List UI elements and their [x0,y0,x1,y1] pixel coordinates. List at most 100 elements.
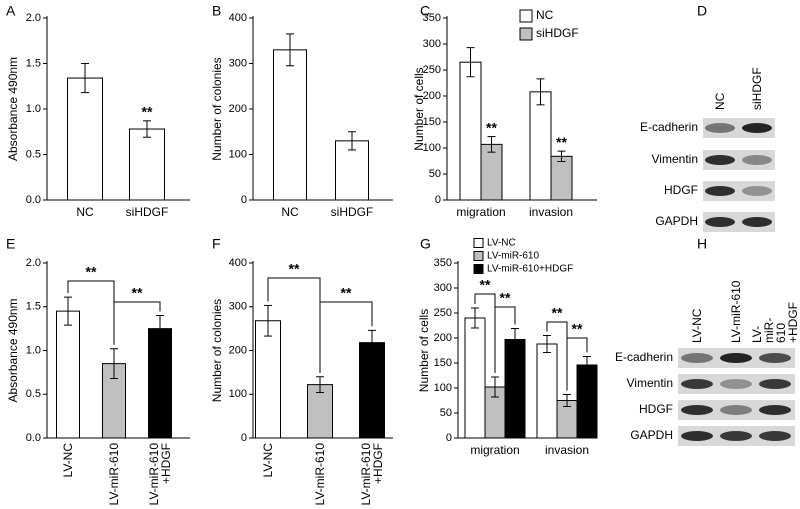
blot-strip [703,181,775,201]
blot-band [759,379,791,389]
bracket [494,306,516,373]
bar [273,49,307,201]
blot-band [742,186,772,196]
y-tick-label: 350 [434,257,452,269]
lane-label: LV-miR-610 +HDGF [750,301,800,343]
y-tick-label: 300 [434,282,452,294]
significance: ** [86,264,97,280]
blot-band [720,379,752,389]
significance: ** [142,104,153,120]
y-tick-label: 250 [423,64,441,76]
blot-band [720,431,752,441]
y-axis-title: Absorbance 490nm [6,298,20,402]
panel-label: F [212,236,221,252]
y-tick-label: 400 [229,12,247,24]
y-tick-label: 300 [229,57,247,69]
x-tick-label: invasion [528,205,574,219]
protein-label: E-cadherin [615,350,673,364]
x-tick-label: siHDGF [330,205,374,219]
y-tick-label: 200 [434,332,452,344]
blot-band [720,353,752,363]
y-tick-label: 300 [229,301,247,313]
legend-swatch [519,9,533,23]
panel-label: D [697,3,707,19]
y-tick-label: 50 [429,168,441,180]
y-tick-label: 0.0 [26,194,41,206]
y-tick-label: 150 [423,116,441,128]
legend-label: siHDGF [536,26,579,40]
y-tick-label: 100 [229,148,247,160]
significance: ** [556,134,567,150]
x-tick-label: NC [281,205,299,219]
significance: ** [500,290,511,306]
panel-label: E [6,236,15,252]
lane-label: NC [713,92,727,110]
y-tick-label: 0.0 [26,432,41,444]
blot-band [681,353,713,363]
legend-swatch [473,251,484,261]
x-tick-label: invasion [544,443,590,457]
legend-swatch [473,264,484,274]
panel-label: B [212,3,221,19]
bracket [566,337,588,391]
y-tick-label: 0 [435,194,441,206]
blot-band [742,123,772,133]
x-tick-label: siHDGF [125,205,169,219]
bar [504,339,526,439]
protein-label: Vimentin [627,376,673,390]
bar [536,343,558,439]
x-tick-label: LV-NC [61,443,75,478]
y-tick-label: 0 [241,194,247,206]
y-tick-label: 200 [423,90,441,102]
y-axis-title: Absorbance 490nm [6,57,20,161]
blot-band [705,155,735,165]
blot-band [681,431,713,441]
y-tick-label: 0 [446,432,452,444]
y-tick-label: 0 [241,432,247,444]
x-tick-label: LV-miR-610 [313,443,327,506]
blot-strip [678,374,795,394]
blot-strip [703,150,775,170]
y-tick-label: 1.5 [26,57,41,69]
protein-label: HDGF [639,402,673,416]
y-tick-label: 1.5 [26,301,41,313]
bracket [319,301,373,373]
y-tick-label: 400 [229,257,247,269]
y-axis-title: Number of colonies [210,57,224,160]
x-tick-label: migration [470,443,520,457]
y-axis-title: Number of cells [412,67,426,150]
lane-label: LV-NC [690,308,704,343]
y-tick-label: 0.5 [26,388,41,400]
legend-swatch [473,238,484,248]
bar [576,364,598,439]
x-tick-label: migration [456,205,506,219]
panel-label: A [6,3,16,19]
y-tick-label: 2.0 [26,12,41,24]
protein-label: GAPDH [655,214,698,228]
bar [67,77,103,201]
legend-label: LV-NC [487,238,516,249]
y-tick-label: 250 [434,307,452,319]
blot-strip [678,400,795,420]
blot-band [705,186,735,196]
legend-swatch [519,27,533,41]
panel-label: G [420,236,431,252]
x-tick-label: LV-miR-610 [107,443,121,506]
protein-label: GAPDH [630,428,673,442]
legend-label: LV-miR-610 [487,251,539,262]
blot-band [759,353,791,363]
protein-label: Vimentin [652,152,698,166]
protein-label: HDGF [664,183,698,197]
significance: ** [341,285,352,301]
y-axis-title: Number of cells [417,309,431,392]
panel-label: C [420,3,430,19]
blot-band [705,123,735,133]
x-tick-label: LV-miR-610 +HDGF [147,443,173,506]
bar [480,143,503,201]
bar [255,320,281,439]
y-tick-label: 350 [423,12,441,24]
bar [359,342,385,439]
x-tick-label: NC [76,205,94,219]
